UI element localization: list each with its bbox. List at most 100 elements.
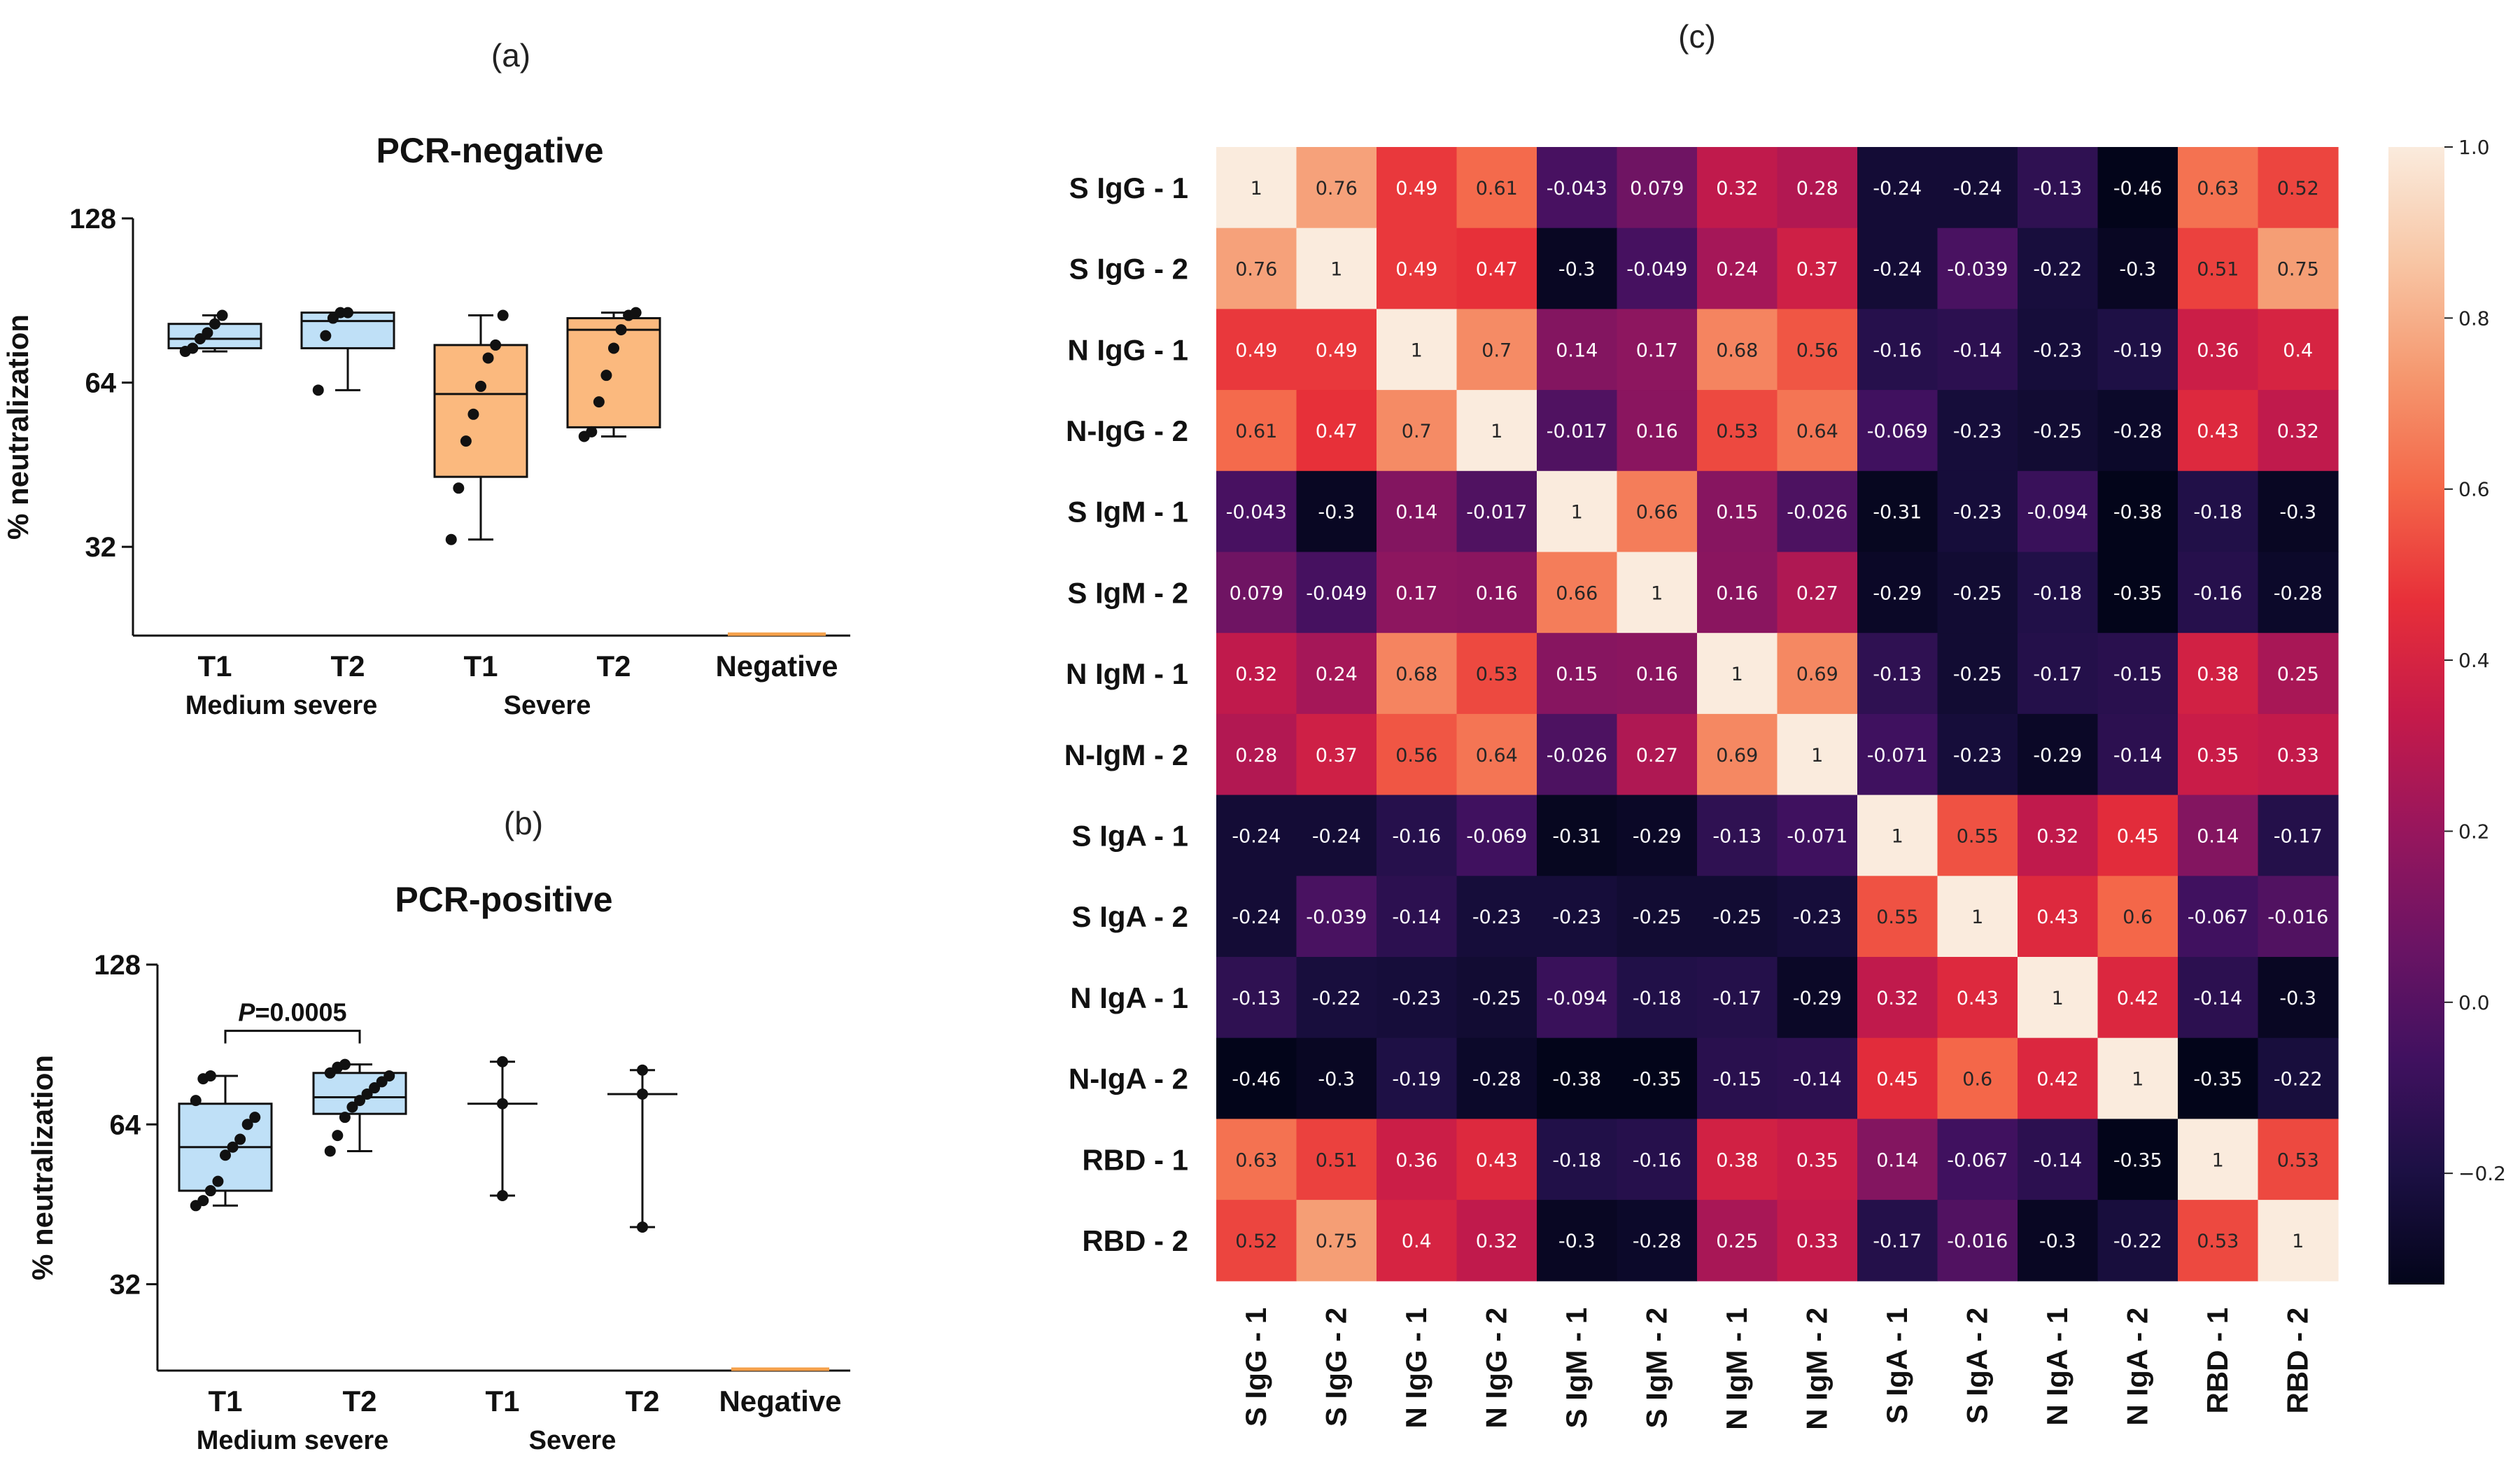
data-point bbox=[220, 1149, 231, 1161]
data-point bbox=[482, 352, 494, 364]
heatmap-cell bbox=[1857, 1119, 1938, 1200]
x-tick-label: T1 bbox=[463, 650, 498, 682]
heatmap-cell-value: 0.69 bbox=[1716, 745, 1758, 766]
panel-label: (c) bbox=[1678, 18, 1716, 55]
heatmap-cell-value: -0.15 bbox=[1712, 1069, 1761, 1091]
heatmap-cell-value: 1 bbox=[2292, 1231, 2304, 1252]
heatmap-cell bbox=[1697, 1200, 1778, 1282]
panel-c-heatmap: (c)1 0.76 0.49 0.61 -0.043 0.079 0.32 0.28 -0.24… bbox=[1064, 18, 2506, 1430]
data-point bbox=[354, 1095, 365, 1107]
heatmap-cell bbox=[2258, 1037, 2339, 1119]
heatmap-cell bbox=[1697, 147, 1778, 229]
heatmap-cell-value: 1 bbox=[1651, 582, 1663, 604]
heatmap-cell-value: 0.45 bbox=[1876, 1069, 1918, 1091]
heatmap-cell-value: 0.49 bbox=[1395, 259, 1437, 281]
x-tick-label: T2 bbox=[342, 1385, 376, 1418]
y-tick-label: 128 bbox=[69, 204, 116, 234]
data-point bbox=[312, 384, 324, 396]
heatmap-cell bbox=[2018, 390, 2099, 472]
heatmap-cell-value: 0.53 bbox=[1476, 664, 1518, 685]
heatmap-cell-value: 0.37 bbox=[1316, 745, 1358, 766]
heatmap-cell-value: -0.14 bbox=[2193, 988, 2242, 1009]
heatmap-cell bbox=[1296, 1119, 1377, 1200]
heatmap-cell bbox=[1537, 390, 1618, 472]
data-point bbox=[342, 307, 353, 318]
heatmap-col-label: S IgG - 1 bbox=[1239, 1308, 1272, 1427]
data-point bbox=[187, 342, 199, 354]
heatmap-cell-value: 0.14 bbox=[2197, 825, 2239, 847]
heatmap-row-label: N-IgM - 2 bbox=[1064, 738, 1188, 771]
heatmap-cell-value: 0.43 bbox=[2036, 906, 2078, 928]
data-point bbox=[324, 1145, 336, 1157]
data-point bbox=[249, 1112, 261, 1124]
heatmap-cell bbox=[1777, 309, 1858, 391]
data-point bbox=[234, 1133, 246, 1145]
heatmap-cell-value: -0.14 bbox=[2113, 745, 2162, 766]
heatmap-cell-value: 0.25 bbox=[1716, 1231, 1758, 1252]
heatmap-cell bbox=[1617, 1200, 1698, 1282]
heatmap-cell bbox=[1777, 713, 1858, 796]
colorbar-tick-label: 0.4 bbox=[2458, 649, 2490, 672]
heatmap-cell bbox=[1537, 876, 1618, 958]
heatmap-cell bbox=[2258, 390, 2339, 472]
heatmap-cell-value: -0.28 bbox=[1472, 1069, 1521, 1091]
heatmap-cell bbox=[2178, 1119, 2259, 1200]
heatmap-cell bbox=[1697, 470, 1778, 553]
heatmap-cell-value: 0.68 bbox=[1716, 340, 1758, 361]
data-point bbox=[593, 396, 605, 408]
data-point bbox=[202, 327, 213, 339]
heatmap-cell bbox=[2178, 147, 2259, 229]
heatmap-row-label: S IgG - 1 bbox=[1069, 172, 1188, 204]
heatmap-cell-value: -0.017 bbox=[1466, 502, 1527, 524]
heatmap-cell bbox=[2178, 470, 2259, 553]
heatmap-cell bbox=[1216, 552, 1297, 634]
heatmap-cell bbox=[1937, 1119, 2018, 1200]
heatmap-cell-value: -0.13 bbox=[1712, 825, 1761, 847]
heatmap-cell-value: 0.53 bbox=[2277, 1149, 2319, 1171]
heatmap-cell bbox=[2018, 713, 2099, 796]
heatmap-cell-value: 0.33 bbox=[2277, 745, 2319, 766]
heatmap-cell-value: -0.25 bbox=[1472, 988, 1521, 1009]
y-tick-label: 64 bbox=[85, 368, 117, 399]
heatmap-cell-value: 0.49 bbox=[1235, 340, 1277, 361]
heatmap-cell bbox=[2258, 794, 2339, 876]
heatmap-cell bbox=[2097, 1200, 2178, 1282]
heatmap-cell-value: 1 bbox=[1811, 745, 1823, 766]
heatmap-cell bbox=[1777, 1037, 1858, 1119]
heatmap-cell bbox=[2018, 957, 2099, 1039]
heatmap-cell-value: 0.63 bbox=[1235, 1149, 1277, 1171]
heatmap-cell-value: 0.49 bbox=[1395, 178, 1437, 200]
chart-title: PCR-positive bbox=[395, 880, 612, 919]
heatmap-cell bbox=[1377, 470, 1458, 553]
heatmap-cell bbox=[1456, 1119, 1537, 1200]
heatmap-cell-value: -0.23 bbox=[1953, 745, 2002, 766]
heatmap-cell-value: -0.24 bbox=[1873, 259, 1922, 281]
data-point bbox=[194, 333, 206, 345]
heatmap-cell bbox=[1777, 227, 1858, 309]
p-value-number: =0.0005 bbox=[255, 998, 346, 1027]
heatmap-cell-value: 0.49 bbox=[1316, 340, 1358, 361]
heatmap-row-label: N IgG - 1 bbox=[1067, 333, 1188, 366]
heatmap-cell-value: -0.28 bbox=[2113, 421, 2162, 442]
data-point bbox=[320, 330, 332, 342]
heatmap-cell-value: 0.43 bbox=[2197, 421, 2239, 442]
heatmap-cell-value: 0.24 bbox=[1316, 664, 1358, 685]
heatmap-cell bbox=[2018, 794, 2099, 876]
heatmap-cell-value: -0.16 bbox=[1633, 1149, 1682, 1171]
heatmap-cell-value: -0.23 bbox=[1953, 421, 2002, 442]
heatmap-cell bbox=[1697, 552, 1778, 634]
heatmap-cell bbox=[2018, 227, 2099, 309]
heatmap-cell bbox=[1377, 713, 1458, 796]
y-tick-label: 128 bbox=[94, 950, 141, 981]
heatmap-cell-value: -0.14 bbox=[2033, 1149, 2082, 1171]
heatmap-cell bbox=[1377, 227, 1458, 309]
x-tick-label: T1 bbox=[485, 1385, 519, 1418]
heatmap-cell-value: 0.75 bbox=[2277, 259, 2319, 281]
heatmap-cell-value: 0.16 bbox=[1716, 582, 1758, 604]
heatmap-cell-value: -0.3 bbox=[2039, 1231, 2076, 1252]
heatmap-cell bbox=[2258, 957, 2339, 1039]
heatmap-cell-value: 0.24 bbox=[1716, 259, 1758, 281]
heatmap-cell bbox=[1617, 227, 1698, 309]
heatmap-cell bbox=[1697, 1119, 1778, 1200]
heatmap-cell bbox=[1216, 147, 1297, 229]
